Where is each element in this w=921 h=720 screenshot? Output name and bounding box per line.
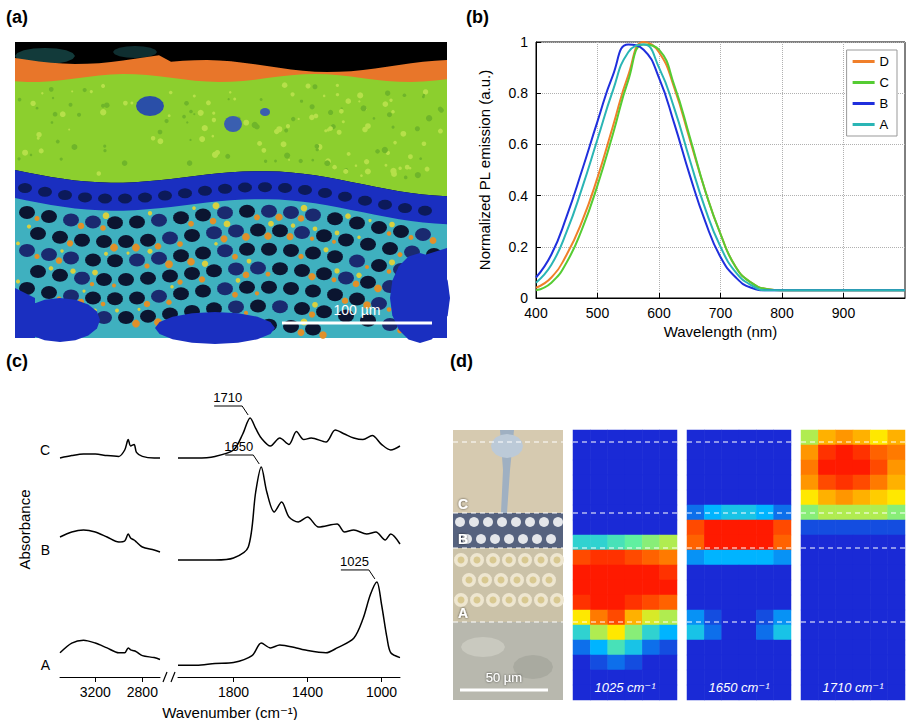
svg-text:600: 600: [647, 305, 671, 321]
svg-text:(b): (b): [466, 7, 489, 27]
svg-text:0.4: 0.4: [509, 188, 529, 204]
svg-text:B: B: [41, 542, 50, 558]
svg-text:C: C: [880, 75, 889, 90]
svg-text:(c): (c): [6, 351, 28, 371]
svg-text:500: 500: [586, 305, 610, 321]
svg-text:1025: 1025: [340, 554, 369, 569]
svg-text:D: D: [880, 54, 889, 69]
svg-text:2800: 2800: [127, 684, 158, 700]
svg-text:C: C: [40, 442, 50, 458]
svg-text:C: C: [458, 496, 468, 512]
svg-text:0.2: 0.2: [509, 239, 529, 255]
svg-text:700: 700: [709, 305, 733, 321]
svg-text:0.6: 0.6: [509, 136, 529, 152]
svg-text:800: 800: [770, 305, 794, 321]
svg-text:Wavelength (nm): Wavelength (nm): [664, 323, 778, 340]
svg-text:A: A: [458, 605, 468, 621]
svg-text:50 µm: 50 µm: [486, 670, 522, 685]
svg-text:1: 1: [520, 34, 528, 50]
svg-text:100 µm: 100 µm: [334, 302, 381, 318]
svg-text:Normalized PL emission (a.u.): Normalized PL emission (a.u.): [476, 70, 493, 270]
svg-text:1025 cm⁻¹: 1025 cm⁻¹: [594, 680, 656, 695]
svg-text:3200: 3200: [80, 684, 111, 700]
svg-text:1650: 1650: [224, 439, 253, 454]
svg-text:900: 900: [832, 305, 856, 321]
svg-text:1710 cm⁻¹: 1710 cm⁻¹: [822, 680, 884, 695]
svg-text:0.8: 0.8: [509, 85, 529, 101]
svg-text:B: B: [458, 531, 468, 547]
svg-text:Wavenumber (cm⁻¹): Wavenumber (cm⁻¹): [162, 704, 298, 720]
svg-text:1400: 1400: [292, 684, 323, 700]
svg-text:1800: 1800: [218, 684, 249, 700]
svg-text:1000: 1000: [366, 684, 397, 700]
svg-text:B: B: [880, 96, 889, 111]
svg-text:(d): (d): [450, 351, 473, 371]
svg-text:Absorbance: Absorbance: [16, 489, 33, 569]
svg-text:0: 0: [520, 290, 528, 306]
svg-text:1650 cm⁻¹: 1650 cm⁻¹: [708, 680, 770, 695]
svg-text:A: A: [880, 117, 889, 132]
svg-text:400: 400: [524, 305, 548, 321]
svg-text:A: A: [41, 657, 51, 673]
svg-text:1710: 1710: [213, 390, 242, 405]
svg-text:(a): (a): [6, 7, 28, 27]
